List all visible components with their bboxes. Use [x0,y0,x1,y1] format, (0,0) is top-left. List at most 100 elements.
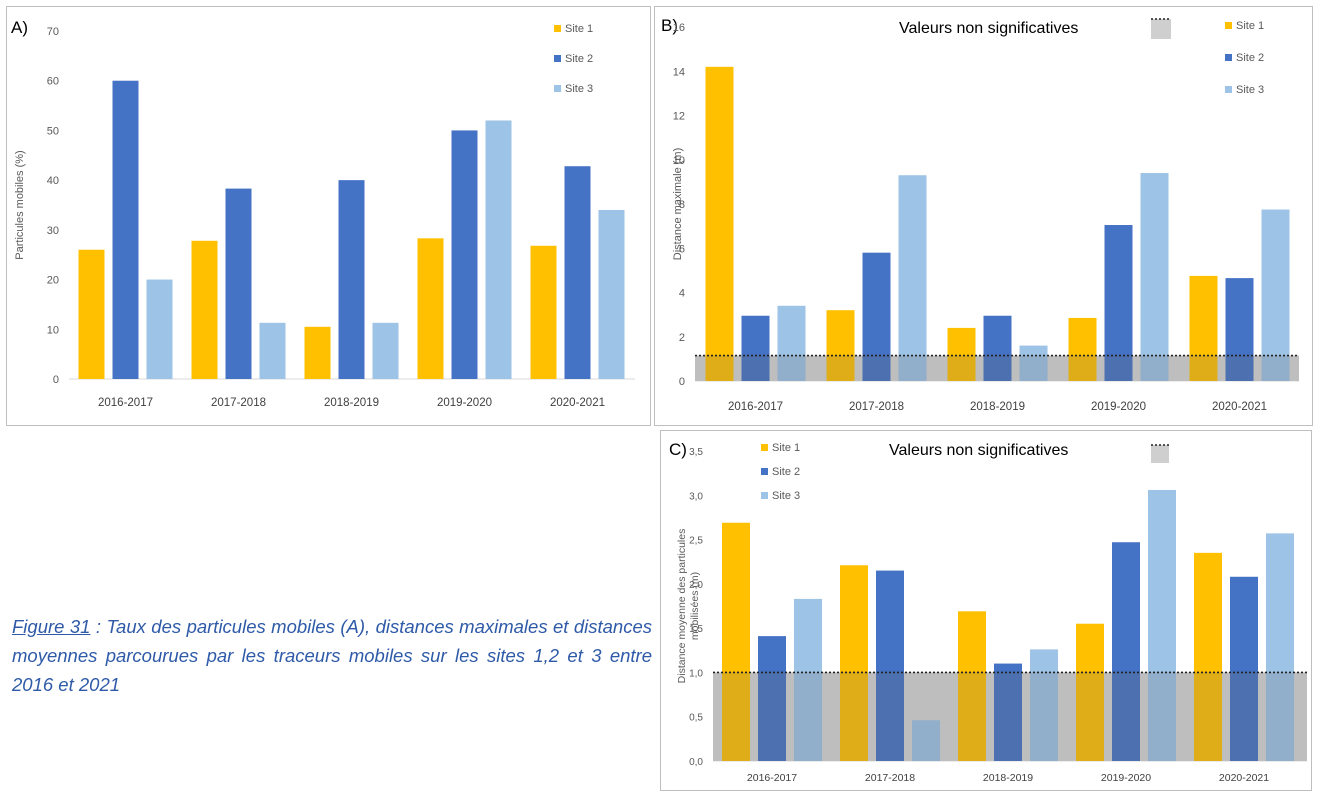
bar-site3 [598,209,625,379]
non-significant-overlay [713,672,1307,761]
bar-site3 [1261,209,1290,381]
chart-panel-a: A) Particules mobiles (%) 0 10 20 30 40 50 60 70 2… [6,6,651,426]
bar-site3 [372,322,399,379]
bar-site1 [417,238,444,379]
legend-label: Site 2 [565,53,593,65]
chart-c: C) Distance moyenne des particulesmobilis… [669,440,1307,784]
y-tick-label: 2,5 [689,536,703,547]
x-tick-label: 2017-2018 [865,772,915,784]
x-tick-label: 2019-2020 [437,397,492,409]
x-tick-label: 2016-2017 [728,401,783,413]
legend-swatch-site3 [1225,86,1232,93]
y-tick-label: 6 [679,243,685,255]
bar-site2 [564,166,591,379]
bar-site1 [840,565,868,761]
bar-site3 [485,120,512,379]
legend-label: Site 2 [772,466,800,478]
legend-swatch-site1 [554,25,561,32]
threshold-legend-swatch [1151,19,1171,39]
bar-site1 [947,327,976,381]
legend-label: Site 1 [1236,20,1264,32]
bar-site1 [1068,317,1097,381]
x-tick-label: 2016-2017 [747,772,797,784]
y-tick-label: 0,0 [689,757,703,768]
y-tick-label: 8 [679,199,685,211]
threshold-legend-label: Valeurs non significatives [889,442,1068,459]
bar-site1 [958,611,986,761]
legend-label: Site 2 [1236,52,1264,64]
bar-site2 [994,663,1022,761]
figure-label: Figure 31 [12,616,91,637]
y-axis-title: Distance maximale (m) [672,148,684,260]
bar-site3 [259,322,286,379]
bar-site2 [741,315,770,381]
y-tick-label: 70 [47,26,59,38]
legend-label: Site 3 [1236,84,1264,96]
non-significant-overlay [695,355,1299,381]
y-tick-label: 0 [679,376,685,388]
bar-site1 [191,240,218,379]
y-tick-label: 10 [673,155,685,167]
bar-site1 [722,522,750,761]
bar-site3 [1148,489,1176,761]
bar-site1 [1189,275,1218,381]
x-tick-label: 2016-2017 [98,397,153,409]
chart-a: A) Particules mobiles (%) 0 10 20 30 40 50 60 70 2… [11,18,635,409]
chart-panel-b: B) Distance maximale (m) 0 2 4 6 8 10 12 14 16 2016… [654,6,1313,426]
x-tick-label: 2018-2019 [324,397,379,409]
y-axis-title-line: Distance moyenne des particules [676,529,688,684]
legend-swatch-site3 [554,85,561,92]
bar-site3 [1140,173,1169,381]
figure-caption-text: : Taux des particules mobiles (A), dista… [12,616,653,695]
y-tick-label: 2 [679,332,685,344]
x-tick-label: 2017-2018 [211,397,266,409]
y-tick-label: 16 [673,22,685,34]
bar-site3 [898,175,927,381]
bar-site3 [1266,533,1294,761]
y-tick-label: 3,0 [689,491,703,502]
chart-b: B) Distance maximale (m) 0 2 4 6 8 10 12 14 16 2016… [661,16,1299,413]
y-tick-label: 12 [673,111,685,123]
y-tick-label: 30 [47,225,59,237]
legend-swatch-site1 [1225,22,1232,29]
bar-site1 [705,66,734,381]
panel-label: C) [669,440,687,459]
y-tick-label: 50 [47,125,59,137]
y-axis-title: Distance moyenne des particulesmobilisée… [676,529,701,684]
x-tick-label: 2018-2019 [983,772,1033,784]
x-tick-label: 2017-2018 [849,401,904,413]
bar-site1 [1076,623,1104,761]
bar-site2 [876,570,904,761]
bar-site3 [912,720,940,761]
legend-swatch-site2 [1225,54,1232,61]
bar-site2 [983,315,1012,381]
bar-site2 [338,180,365,379]
x-tick-label: 2020-2021 [550,397,605,409]
y-axis-title: Particules mobiles (%) [14,150,26,259]
y-tick-label: 2,0 [689,580,703,591]
legend-swatch-site2 [761,468,768,475]
chart-panel-c: C) Distance moyenne des particulesmobilis… [660,430,1312,791]
bar-site2 [862,252,891,381]
bar-site3 [777,305,806,381]
y-tick-label: 10 [47,324,59,336]
y-tick-label: 4 [679,288,685,300]
bar-site1 [304,326,331,379]
y-tick-label: 0,5 [689,713,703,724]
y-tick-label: 20 [47,275,59,287]
y-tick-label: 3,5 [689,447,703,458]
legend-label: Site 3 [772,490,800,502]
bar-site2 [1230,576,1258,761]
x-tick-label: 2019-2020 [1101,772,1151,784]
legend-swatch-site3 [761,492,768,499]
bar-site2 [1225,278,1254,381]
bar-site2 [1112,542,1140,761]
bar-site3 [794,598,822,761]
legend-swatch-site1 [761,444,768,451]
panel-label: A) [11,18,28,37]
bar-site3 [1019,345,1048,381]
y-axis-title-line: mobilisées (m) [689,572,701,640]
threshold-legend-label: Valeurs non significatives [899,20,1078,37]
legend-label: Site 1 [772,442,800,454]
bar-site2 [112,80,139,379]
